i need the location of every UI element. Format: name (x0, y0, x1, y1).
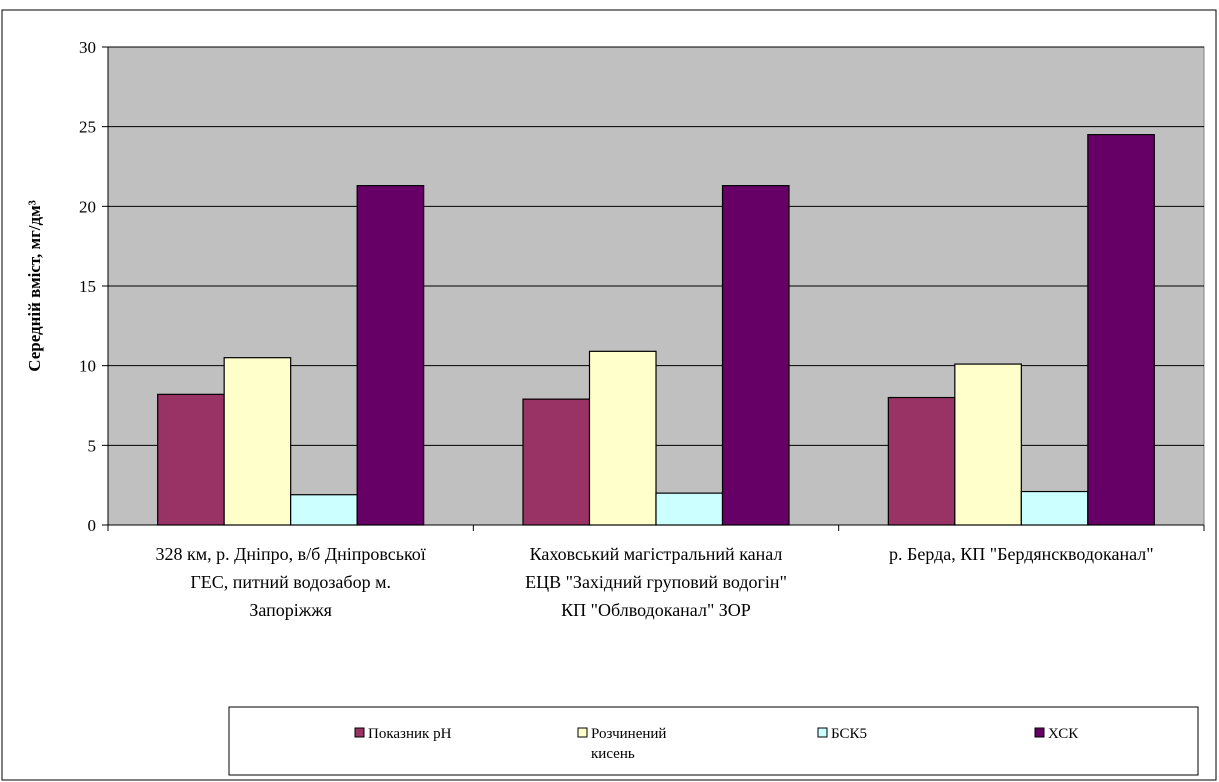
legend-swatch (817, 727, 828, 738)
x-category-label-line: КП "Облводоканал" ЗОР (561, 600, 751, 620)
legend-label-line: Розчинений (591, 726, 666, 742)
legend-label-line: кисень (591, 746, 635, 762)
legend-swatch (1034, 727, 1045, 738)
legend-swatch (577, 727, 588, 738)
bar (655, 492, 724, 526)
legend-label: Розчинений кисень (591, 726, 666, 762)
y-tick-label: 10 (79, 357, 96, 376)
axes (102, 46, 1205, 531)
y-tick-label: 0 (88, 516, 97, 535)
y-tick-label: 25 (79, 118, 96, 137)
y-tick-label: 15 (79, 277, 96, 296)
x-category-label-line: ГЕС, питний водозабор м. (190, 572, 391, 592)
bar (522, 398, 591, 526)
x-category-label-line: Запоріжжя (249, 600, 332, 620)
x-category-label: р. Берда, КП "Бердянскводоканал" (889, 544, 1154, 564)
legend-label-line: ХСК (1048, 726, 1079, 742)
bar (290, 494, 358, 526)
y-tick-label: 20 (79, 197, 96, 216)
y-tick-labels: 0 5 10 15 20 25 30 (79, 38, 96, 535)
bars (157, 134, 1155, 526)
bar (157, 393, 225, 526)
x-category-labels: 328 км, р. Дніпро, в/б Дніпровської ГЕС, … (156, 544, 1154, 620)
bar (588, 350, 657, 526)
bar (1020, 490, 1089, 526)
bar (954, 363, 1022, 526)
legend-box (228, 706, 1199, 776)
legend-swatch (354, 727, 365, 738)
x-category-label-line: ЕЦВ "Західний груповий водогін" (525, 572, 787, 592)
legend: Показник рН Розчинений кисень БСК5 ХСК (354, 726, 1079, 762)
x-category-label-line: 328 км, р. Дніпро, в/б Дніпровської (156, 544, 426, 564)
bar (721, 185, 790, 526)
bar (356, 185, 425, 526)
y-tick-label: 5 (88, 436, 97, 455)
legend-label: БСК5 (831, 726, 867, 742)
bar (1087, 134, 1155, 526)
x-category-label-line: Каховський магістральний канал (530, 544, 783, 564)
y-tick-label: 30 (79, 38, 96, 57)
x-category-label-line: р. Берда, КП "Бердянскводоканал" (889, 544, 1154, 564)
legend-label: Показник рН (368, 726, 452, 742)
legend-label: ХСК (1048, 726, 1079, 742)
legend-label-line: Показник рН (368, 726, 452, 742)
y-axis-title: Середній вміст, мг/дм³ (25, 200, 44, 372)
bar (223, 357, 292, 526)
legend-label-line: БСК5 (831, 726, 867, 742)
x-category-label: Каховський магістральний канал ЕЦВ "Захід… (525, 544, 787, 620)
bar (887, 396, 956, 526)
x-category-label: 328 км, р. Дніпро, в/б Дніпровської ГЕС, … (156, 544, 426, 620)
